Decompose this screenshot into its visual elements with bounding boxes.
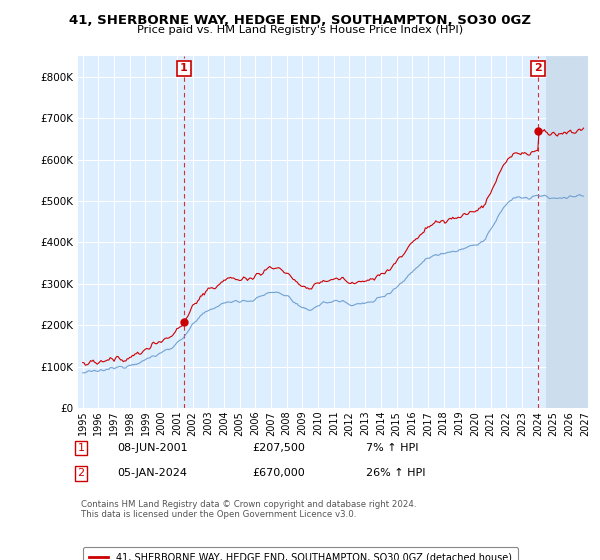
Legend: 41, SHERBORNE WAY, HEDGE END, SOUTHAMPTON, SO30 0GZ (detached house), HPI: Avera: 41, SHERBORNE WAY, HEDGE END, SOUTHAMPTO…	[83, 547, 518, 560]
Text: 08-JUN-2001: 08-JUN-2001	[117, 443, 188, 453]
Bar	[545, 56, 588, 408]
Text: 26% ↑ HPI: 26% ↑ HPI	[366, 468, 425, 478]
Text: 2: 2	[534, 63, 542, 73]
Text: 1: 1	[77, 443, 85, 453]
Text: 05-JAN-2024: 05-JAN-2024	[117, 468, 187, 478]
Text: 7% ↑ HPI: 7% ↑ HPI	[366, 443, 419, 453]
Text: 2: 2	[77, 468, 85, 478]
Text: Contains HM Land Registry data © Crown copyright and database right 2024.
This d: Contains HM Land Registry data © Crown c…	[81, 500, 416, 519]
Text: 1: 1	[180, 63, 188, 73]
Text: Price paid vs. HM Land Registry's House Price Index (HPI): Price paid vs. HM Land Registry's House …	[137, 25, 463, 35]
Text: £670,000: £670,000	[252, 468, 305, 478]
Text: £207,500: £207,500	[252, 443, 305, 453]
Text: 41, SHERBORNE WAY, HEDGE END, SOUTHAMPTON, SO30 0GZ: 41, SHERBORNE WAY, HEDGE END, SOUTHAMPTO…	[69, 14, 531, 27]
